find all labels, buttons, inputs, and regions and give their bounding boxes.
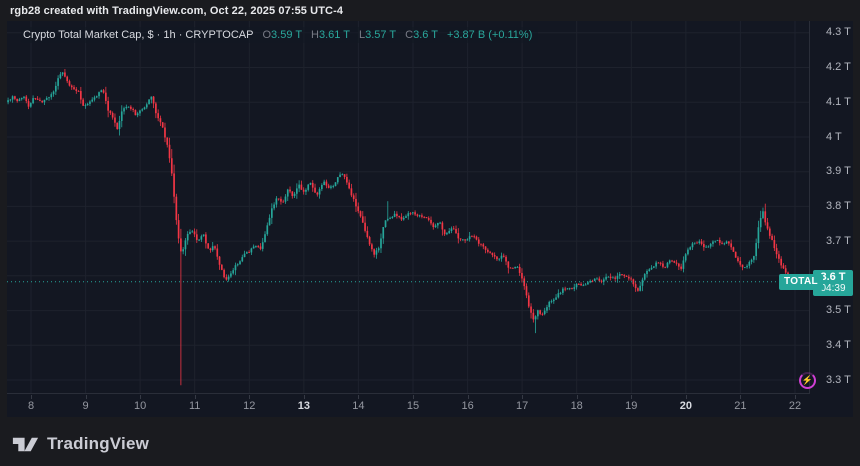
- time-axis-tick: [194, 395, 196, 399]
- time-axis-tick: [631, 395, 633, 399]
- time-axis-label: 14: [352, 400, 365, 412]
- time-axis-label: 20: [679, 400, 693, 412]
- price-axis-label: 3.5 T: [826, 304, 851, 317]
- time-axis[interactable]: 8 9 10 11 12 13 14 15 16 17 18 19 20 21 22: [7, 395, 810, 417]
- chart-legend[interactable]: Crypto Total Market Cap, $ · 1h · CRYPTO…: [21, 27, 539, 43]
- tradingview-logo-icon: [12, 437, 39, 451]
- candlestick-chart: [7, 21, 809, 393]
- symbol-title[interactable]: Crypto Total Market Cap, $ · 1h · CRYPTO…: [23, 29, 254, 41]
- ohlc-open: O3.59 T: [262, 29, 303, 41]
- time-axis-tick: [85, 395, 87, 399]
- price-axis-label: 3.9 T: [826, 165, 851, 178]
- price-pane[interactable]: Crypto Total Market Cap, $ · 1h · CRYPTO…: [7, 21, 810, 394]
- time-axis-tick: [31, 395, 32, 399]
- time-axis-tick: [795, 395, 796, 399]
- time-axis-tick: [467, 395, 469, 399]
- time-axis-label: 19: [625, 400, 638, 412]
- time-axis-label: 13: [297, 400, 311, 412]
- time-axis-label: 8: [27, 400, 35, 412]
- time-axis-tick: [140, 395, 142, 399]
- price-axis-label: 3.8 T: [826, 199, 851, 212]
- time-axis-label: 10: [133, 400, 147, 412]
- time-axis-tick: [740, 395, 742, 399]
- time-axis-tick: [522, 395, 524, 399]
- time-axis-label: 16: [461, 400, 474, 412]
- ohlc-close: C3.6 T: [405, 29, 438, 41]
- time-axis-label: 22: [788, 400, 802, 412]
- bar-countdown: 04:39: [820, 282, 846, 294]
- attribution-text: rgb28 created with TradingView.com, Oct …: [10, 5, 344, 17]
- time-axis-label: 12: [243, 400, 256, 412]
- time-axis-label: 11: [188, 400, 201, 412]
- time-axis-label: 15: [406, 400, 420, 412]
- price-axis-label: 4.1 T: [826, 95, 851, 108]
- lightning-icon[interactable]: ⚡: [799, 371, 816, 389]
- time-axis-tick: [685, 395, 687, 399]
- chart-widget: Crypto Total Market Cap, $ · 1h · CRYPTO…: [7, 21, 853, 417]
- time-axis-tick: [249, 395, 251, 399]
- time-axis-label: 17: [515, 400, 529, 412]
- series-label-total: TOTAL: [779, 273, 823, 290]
- price-axis-label: 3.4 T: [826, 338, 851, 351]
- ohlc-low: L3.57 T: [359, 29, 397, 41]
- tradingview-brand[interactable]: TradingView: [12, 434, 149, 454]
- time-axis-tick: [303, 395, 305, 399]
- time-axis-tick: [576, 395, 578, 399]
- price-axis-label: 3.3 T: [826, 373, 851, 386]
- price-axis-label: 4.3 T: [826, 26, 851, 39]
- time-axis-tick: [358, 395, 360, 399]
- time-axis-label: 21: [734, 400, 747, 412]
- current-price-value: 3.6 T: [820, 270, 846, 283]
- time-axis-tick: [413, 395, 414, 399]
- time-axis-label: 9: [82, 400, 89, 412]
- price-axis-label: 4.2 T: [826, 61, 851, 73]
- change-value: +3.87 B (+0.11%): [446, 29, 533, 41]
- brand-name: TradingView: [47, 434, 150, 453]
- time-axis-label: 18: [570, 400, 583, 412]
- price-axis-label: 3.7 T: [826, 234, 851, 247]
- price-axis[interactable]: 3.6 T 04:39 ⚡ 4.3 T 4.2 T 4.1 T 4 T 3.9 T 3.8…: [799, 21, 853, 394]
- ohlc-high: H3.61 T: [311, 29, 350, 41]
- price-axis-label: 4 T: [826, 130, 842, 143]
